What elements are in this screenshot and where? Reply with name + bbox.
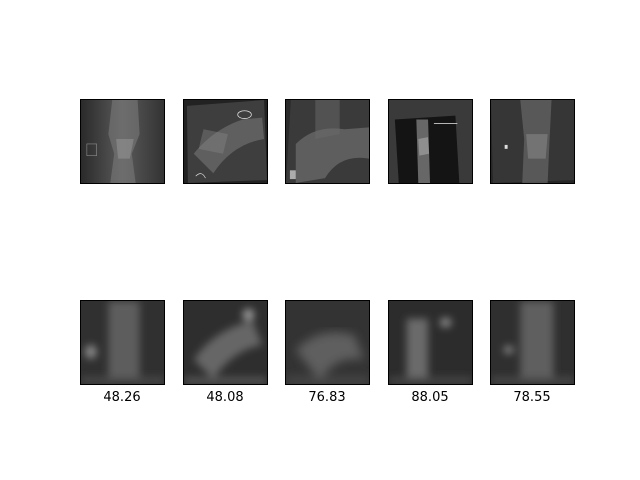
xray-image-2	[183, 99, 268, 184]
score-label-3: 76.83	[308, 390, 346, 405]
reconstruction-image-3	[285, 300, 370, 385]
reconstruction-image-4	[388, 300, 473, 385]
xray-image-3	[285, 99, 370, 184]
reconstruction-image-2	[183, 300, 268, 385]
score-label-1: 48.26	[103, 390, 141, 405]
xray-image-1	[80, 99, 165, 184]
score-label-2: 48.08	[206, 390, 244, 405]
xray-image-5	[490, 99, 575, 184]
xray-image-4	[388, 99, 473, 184]
reconstruction-image-5	[490, 300, 575, 385]
score-label-5: 78.55	[513, 390, 551, 405]
score-label-4: 88.05	[411, 390, 449, 405]
reconstruction-image-1	[80, 300, 165, 385]
